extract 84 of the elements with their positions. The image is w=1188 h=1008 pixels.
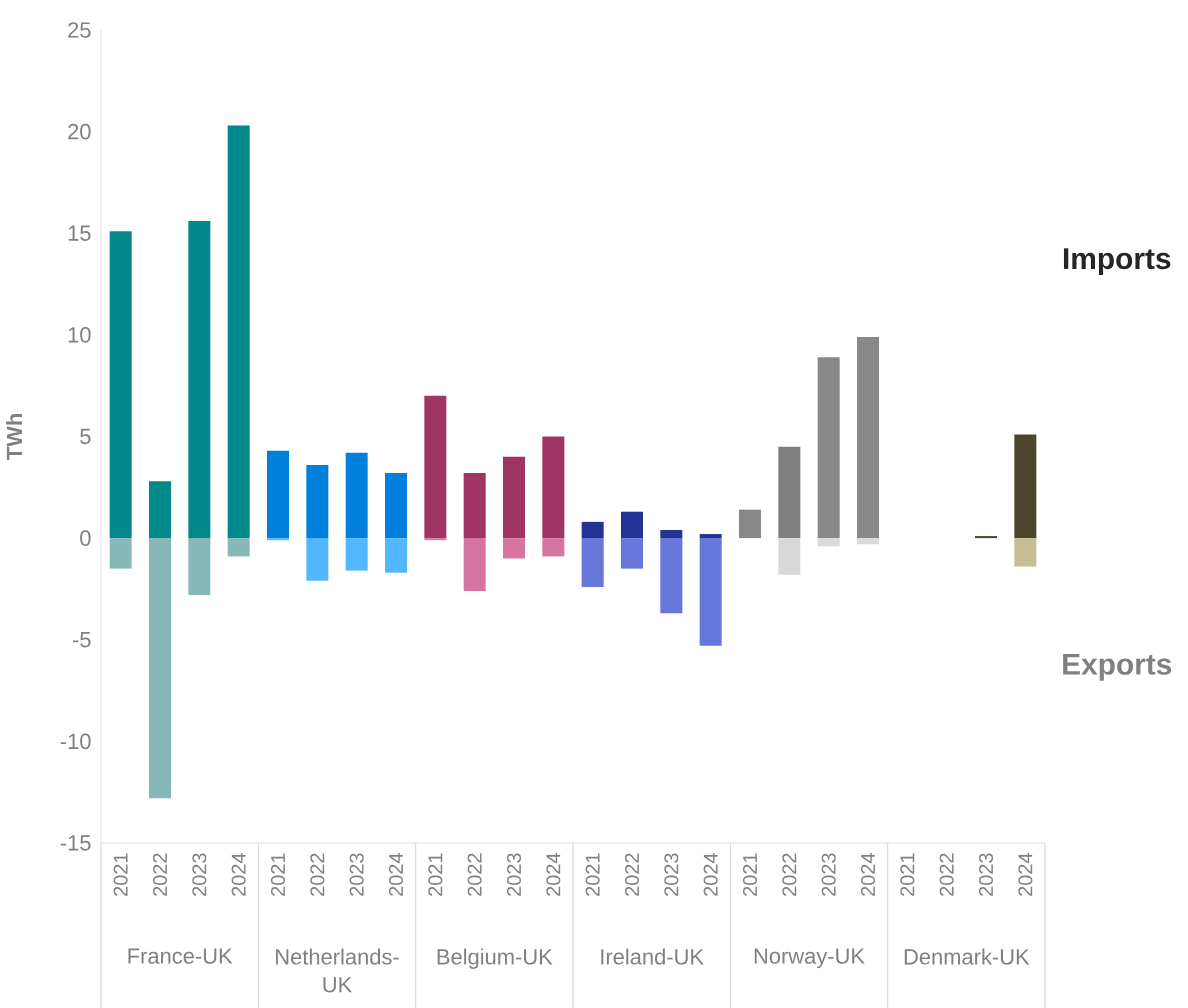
bar [542,436,565,539]
bar [109,538,132,569]
bar [424,395,447,539]
x-tick-label: 2023 [821,853,836,896]
text: Belgium-UK [437,948,553,969]
text: France-UK [128,948,233,964]
bar [699,534,722,539]
bar [699,538,722,646]
bar [463,473,486,539]
bar [345,538,368,571]
x-tick-label: 2022 [467,853,482,896]
x-tick-label: 2021 [742,853,758,896]
text: Imports [1063,248,1171,276]
bar [739,509,762,539]
bar [660,538,683,614]
bar [542,538,565,557]
y-tick-label: 10 [68,327,91,343]
bar [975,536,998,539]
x-tick-label: 2024 [860,853,876,896]
bar [424,538,447,541]
x-tick-label: 2024 [231,853,246,896]
bar [149,481,171,539]
bar [345,452,368,539]
x-tick-label: 2022 [939,853,954,896]
text: Denmark-UK [904,948,1030,965]
bar [621,511,643,539]
y-tick-label: 5 [80,428,91,445]
bar [149,538,171,799]
bar [109,231,132,539]
y-tick-label: 25 [68,22,91,38]
y-tick-label: -5 [72,632,91,648]
x-tick-label: 2023 [506,853,522,896]
bar [306,464,329,539]
bar [660,529,683,539]
bar [817,538,840,547]
text: Netherlands-UK [276,948,399,993]
bar [817,357,840,539]
x-tick-label: 2021 [585,853,600,896]
bar [385,473,407,539]
x-tick-label: 2024 [388,853,404,896]
x-tick-label: 2024 [1018,853,1033,896]
bar [463,538,486,591]
bar [1014,538,1037,567]
bar [581,538,604,587]
y-tick-label: 0 [80,530,91,546]
y-tick-label: -15 [60,835,91,851]
x-tick-label: 2023 [349,853,364,896]
y-tick-label: 15 [68,225,91,241]
x-tick-label: 2022 [310,853,325,896]
x-tick-label: 2021 [270,853,286,896]
bar [267,450,289,539]
bar [306,538,329,581]
bar [385,538,407,573]
bar [227,538,250,557]
x-tick-label: 2022 [782,853,797,896]
bar [188,538,211,596]
bar [503,538,525,559]
x-tick-label: 2023 [192,853,207,896]
bar [778,538,801,575]
text: Norway-UK [754,948,865,969]
bar [857,336,880,539]
bar [581,521,604,539]
bar [857,538,880,545]
x-tick-label: 2021 [428,853,443,896]
bar [188,221,211,539]
x-tick-label: 2021 [113,853,128,896]
x-tick-label: 2021 [900,853,915,896]
bar [227,125,250,539]
text: Ireland-UK [601,948,704,965]
bar [1014,434,1037,539]
bar [778,446,801,539]
bar [621,538,643,569]
x-tick-label: 2023 [664,853,679,896]
x-tick-label: 2023 [978,853,994,896]
y-tick-label: -10 [60,733,91,750]
y-axis-title: TWh [6,414,22,460]
text: Exports [1063,654,1172,681]
x-tick-label: 2022 [152,853,168,896]
x-tick-label: 2024 [703,853,718,896]
x-tick-label: 2022 [624,853,640,896]
bar [267,538,289,541]
x-tick-label: 2024 [546,853,561,896]
bar [503,456,525,539]
y-tick-label: 20 [68,123,91,140]
